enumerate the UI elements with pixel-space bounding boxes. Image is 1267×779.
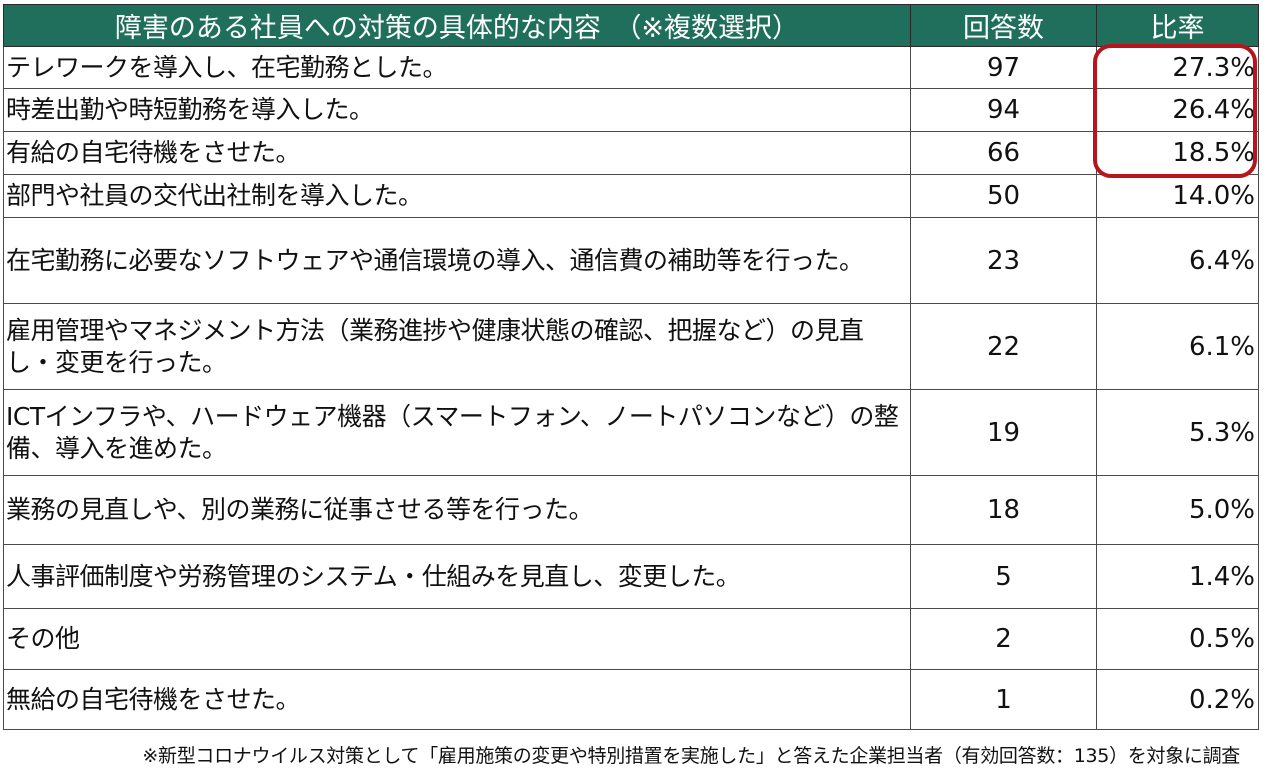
row-item-label: テレワークを導入し、在宅勤務とした。 — [3, 46, 911, 89]
row-count: 18 — [910, 475, 1097, 545]
row-ratio: 6.1% — [1096, 303, 1259, 390]
table-row: 人事評価制度や労務管理のシステム・仕組みを見直し、変更した。 5 1.4% — [3, 544, 1259, 609]
row-ratio: 18.5% — [1096, 131, 1259, 175]
table-row: 雇用管理やマネジメント方法（業務進捗や健康状態の確認、把握など）の見直し・変更を… — [3, 303, 1259, 390]
row-item-label: 人事評価制度や労務管理のシステム・仕組みを見直し、変更した。 — [3, 544, 911, 609]
row-count: 2 — [910, 608, 1097, 670]
row-count: 66 — [910, 131, 1097, 175]
table-row: その他 2 0.5% — [3, 608, 1259, 670]
table-row: 有給の自宅待機をさせた。 66 18.5% — [3, 131, 1259, 175]
table-row: テレワークを導入し、在宅勤務とした。 97 27.3% — [3, 46, 1259, 89]
row-ratio: 5.0% — [1096, 475, 1259, 545]
header-ratio: 比率 — [1096, 4, 1259, 47]
row-ratio: 27.3% — [1096, 46, 1259, 89]
footnote: ※新型コロナウイルス対策として「雇用施策の変更や特別措置を実施した」と答えた企業… — [142, 745, 1240, 767]
table-row: 時差出勤や時短勤務を導入した。 94 26.4% — [3, 88, 1259, 132]
table-row: 業務の見直しや、別の業務に従事させる等を行った。 18 5.0% — [3, 475, 1259, 545]
row-ratio: 0.2% — [1096, 669, 1259, 730]
row-count: 23 — [910, 217, 1097, 304]
row-count: 22 — [910, 303, 1097, 390]
row-item-label: 雇用管理やマネジメント方法（業務進捗や健康状態の確認、把握など）の見直し・変更を… — [3, 303, 911, 390]
row-item-label: 有給の自宅待機をさせた。 — [3, 131, 911, 175]
row-item-label: 部門や社員の交代出社制を導入した。 — [3, 174, 911, 218]
table-body: テレワークを導入し、在宅勤務とした。 97 27.3% 時差出勤や時短勤務を導入した。… — [3, 46, 1259, 730]
row-item-label: 業務の見直しや、別の業務に従事させる等を行った。 — [3, 475, 911, 545]
table-row: 無給の自宅待機をさせた。 1 0.2% — [3, 669, 1259, 730]
row-ratio: 1.4% — [1096, 544, 1259, 609]
table-row: 部門や社員の交代出社制を導入した。 50 14.0% — [3, 174, 1259, 218]
header-count: 回答数 — [910, 4, 1097, 47]
row-count: 94 — [910, 88, 1097, 132]
row-item-label: 無給の自宅待機をさせた。 — [3, 669, 911, 730]
row-ratio: 26.4% — [1096, 88, 1259, 132]
row-count: 19 — [910, 389, 1097, 476]
row-count: 5 — [910, 544, 1097, 609]
row-ratio: 6.4% — [1096, 217, 1259, 304]
row-item-label: 時差出勤や時短勤務を導入した。 — [3, 88, 911, 132]
row-count: 1 — [910, 669, 1097, 730]
row-ratio: 0.5% — [1096, 608, 1259, 670]
row-ratio: 5.3% — [1096, 389, 1259, 476]
row-item-label: その他 — [3, 608, 911, 670]
row-ratio: 14.0% — [1096, 174, 1259, 218]
table-row: ICTインフラや、ハードウェア機器（スマートフォン、ノートパソコンなど）の整備、… — [3, 389, 1259, 476]
table-row: 在宅勤務に必要なソフトウェアや通信環境の導入、通信費の補助等を行った。 23 6.4… — [3, 217, 1259, 304]
row-item-label: 在宅勤務に必要なソフトウェアや通信環境の導入、通信費の補助等を行った。 — [3, 217, 911, 304]
row-count: 97 — [910, 46, 1097, 89]
header-row: 障害のある社員への対策の具体的な内容 （※複数選択） 回答数 比率 — [3, 4, 1259, 47]
row-item-label: ICTインフラや、ハードウェア機器（スマートフォン、ノートパソコンなど）の整備、… — [3, 389, 911, 476]
header-item: 障害のある社員への対策の具体的な内容 （※複数選択） — [3, 4, 911, 47]
results-table: 障害のある社員への対策の具体的な内容 （※複数選択） 回答数 比率 テレワークを… — [3, 4, 1259, 730]
row-count: 50 — [910, 174, 1097, 218]
